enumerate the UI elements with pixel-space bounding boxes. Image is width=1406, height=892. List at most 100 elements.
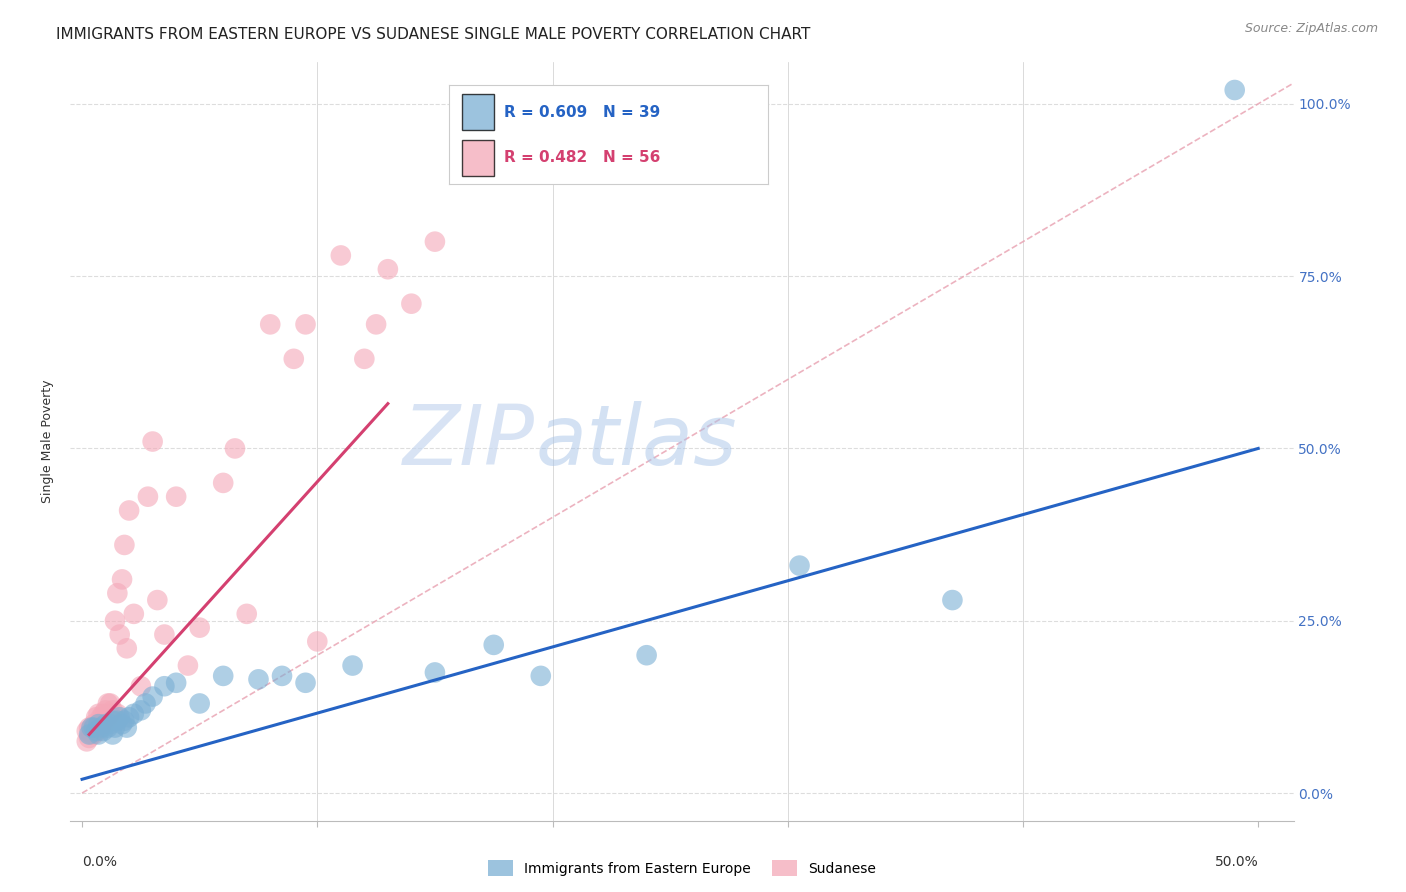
- Point: [135, 697, 157, 711]
- Point: [112, 538, 135, 552]
- Point: [83, 721, 105, 735]
- Point: [98, 717, 121, 731]
- Point: [235, 607, 257, 621]
- Point: [482, 638, 505, 652]
- Point: [530, 669, 553, 683]
- Point: [353, 351, 375, 366]
- Point: [342, 658, 364, 673]
- Point: [142, 690, 165, 704]
- Point: [90, 721, 112, 735]
- Point: [98, 706, 121, 721]
- Point: [188, 697, 211, 711]
- Point: [101, 714, 124, 728]
- Point: [129, 703, 152, 717]
- Point: [94, 703, 117, 717]
- Point: [271, 669, 294, 683]
- Text: ZIP: ZIP: [404, 401, 536, 482]
- Point: [142, 434, 165, 449]
- Point: [105, 706, 128, 721]
- Point: [77, 731, 100, 745]
- Point: [122, 607, 145, 621]
- Point: [104, 614, 127, 628]
- Point: [104, 721, 127, 735]
- Point: [105, 714, 128, 728]
- Point: [111, 717, 134, 731]
- Point: [294, 318, 316, 332]
- Point: [283, 351, 305, 366]
- Point: [94, 717, 117, 731]
- Point: [129, 679, 152, 693]
- Point: [136, 490, 159, 504]
- Point: [115, 721, 138, 735]
- Point: [94, 710, 117, 724]
- Point: [366, 318, 388, 332]
- Point: [212, 475, 235, 490]
- Point: [1223, 83, 1246, 97]
- Text: 50.0%: 50.0%: [1215, 855, 1258, 869]
- Y-axis label: Single Male Poverty: Single Male Poverty: [41, 380, 55, 503]
- Point: [177, 658, 200, 673]
- Point: [188, 621, 211, 635]
- Point: [80, 727, 103, 741]
- Point: [108, 627, 131, 641]
- Point: [80, 721, 103, 735]
- Point: [329, 248, 352, 262]
- Point: [118, 503, 141, 517]
- Point: [90, 721, 112, 735]
- Point: [111, 573, 134, 587]
- Point: [90, 710, 112, 724]
- Point: [80, 721, 103, 735]
- Point: [112, 714, 135, 728]
- Point: [87, 706, 110, 721]
- Point: [423, 665, 446, 680]
- Point: [76, 724, 98, 739]
- Point: [77, 721, 100, 735]
- Point: [122, 706, 145, 721]
- Point: [94, 717, 117, 731]
- Point: [87, 717, 110, 731]
- Point: [83, 727, 105, 741]
- Point: [401, 296, 423, 310]
- Point: [98, 697, 121, 711]
- Point: [91, 706, 114, 721]
- Point: [307, 634, 329, 648]
- Point: [91, 717, 114, 731]
- Point: [97, 710, 120, 724]
- Point: [87, 724, 110, 739]
- Point: [423, 235, 446, 249]
- Point: [146, 593, 169, 607]
- Point: [224, 442, 246, 456]
- Text: Source: ZipAtlas.com: Source: ZipAtlas.com: [1244, 22, 1378, 36]
- Point: [212, 669, 235, 683]
- Point: [97, 697, 120, 711]
- Point: [165, 490, 187, 504]
- Text: atlas: atlas: [536, 401, 737, 482]
- Legend: Immigrants from Eastern Europe, Sudanese: Immigrants from Eastern Europe, Sudanese: [482, 855, 882, 882]
- Point: [84, 721, 107, 735]
- Point: [247, 673, 270, 687]
- Point: [87, 717, 110, 731]
- Point: [97, 721, 120, 735]
- Text: IMMIGRANTS FROM EASTERN EUROPE VS SUDANESE SINGLE MALE POVERTY CORRELATION CHART: IMMIGRANTS FROM EASTERN EUROPE VS SUDANE…: [56, 27, 811, 42]
- Point: [108, 710, 131, 724]
- Point: [294, 675, 316, 690]
- Point: [105, 586, 128, 600]
- Point: [91, 724, 114, 739]
- Point: [76, 734, 98, 748]
- Point: [941, 593, 963, 607]
- Point: [165, 675, 187, 690]
- Point: [789, 558, 811, 573]
- Point: [77, 727, 100, 741]
- Text: 0.0%: 0.0%: [82, 855, 117, 869]
- Point: [101, 727, 124, 741]
- Point: [153, 679, 176, 693]
- Point: [83, 717, 105, 731]
- Point: [101, 703, 124, 717]
- Point: [84, 724, 107, 739]
- Point: [115, 641, 138, 656]
- Point: [83, 724, 105, 739]
- Point: [87, 727, 110, 741]
- Point: [636, 648, 658, 663]
- Point: [153, 627, 176, 641]
- Point: [84, 710, 107, 724]
